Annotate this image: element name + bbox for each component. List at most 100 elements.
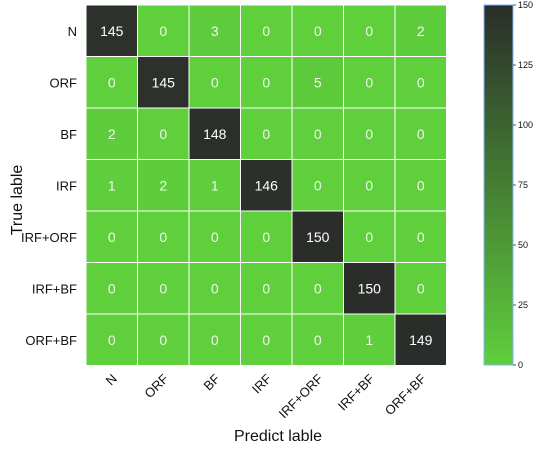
heatmap-cell — [240, 262, 293, 315]
x-tick-label: N — [103, 371, 120, 388]
x-tick-label: ORF+BF — [382, 371, 429, 418]
heatmap-cell — [394, 313, 447, 366]
x-axis-title: Predict lable — [234, 428, 322, 445]
heatmap-cell — [291, 262, 344, 315]
heatmap-cell — [394, 107, 447, 160]
y-tick-label: ORF+BF — [25, 333, 77, 348]
cell-value-label: 0 — [417, 126, 425, 142]
cell-value-label: 149 — [409, 332, 433, 348]
cell-value-label: 0 — [365, 177, 373, 193]
heatmap-cell — [137, 4, 190, 57]
y-tick-label: ORF — [50, 75, 78, 90]
cell-value-label: 0 — [159, 126, 167, 142]
cell-value-label: 145 — [100, 23, 124, 39]
heatmap-cell — [394, 262, 447, 315]
cell-value-label: 0 — [365, 74, 373, 90]
x-tick-label: BF — [201, 371, 223, 393]
colorbar-tick-label: 25 — [518, 300, 528, 310]
cell-value-label: 0 — [262, 74, 270, 90]
heatmap-cell — [343, 107, 396, 160]
colorbar-tick-label: 150 — [518, 0, 533, 10]
cell-value-label: 1 — [108, 177, 116, 193]
y-tick-label: IRF+BF — [32, 281, 77, 296]
x-tick-label: IRF+ORF — [276, 371, 326, 421]
heatmap-cell — [85, 159, 138, 212]
heatmap-cell — [137, 107, 190, 160]
cell-value-label: 0 — [365, 126, 373, 142]
cell-value-label: 0 — [211, 229, 219, 245]
x-tick-label: ORF — [141, 371, 171, 401]
cell-value-label: 0 — [262, 126, 270, 142]
cell-value-label: 0 — [159, 23, 167, 39]
colorbar-tick-label: 0 — [518, 360, 523, 370]
cell-value-label: 0 — [314, 280, 322, 296]
cell-value-label: 0 — [159, 280, 167, 296]
cell-value-label: 0 — [314, 23, 322, 39]
heatmap-cell — [137, 159, 190, 212]
colorbar: 0 25 50 75 100 125 150 — [483, 0, 533, 370]
cell-value-label: 0 — [262, 23, 270, 39]
heatmap-cell — [394, 159, 447, 212]
cell-value-label: 0 — [417, 280, 425, 296]
cell-value-label: 0 — [211, 74, 219, 90]
heatmap-cells: 145 0 3 0 0 0 2 0 145 0 0 5 0 0 2 0 148 0 0 0 0 1 2 1 146 0 0 0 0 0 0 0… — [85, 4, 447, 366]
heatmap-cell — [343, 313, 396, 366]
cell-value-label: 0 — [262, 280, 270, 296]
heatmap-cell — [291, 107, 344, 160]
cell-value-label: 145 — [152, 74, 176, 90]
heatmap-cell — [291, 56, 344, 109]
x-tick-labels: N ORF BF IRF IRF+ORF IRF+BF ORF+BF — [103, 371, 429, 421]
cell-value-label: 1 — [365, 332, 373, 348]
cell-value-label: 0 — [159, 332, 167, 348]
colorbar-tick-label: 50 — [518, 240, 528, 250]
cell-value-label: 2 — [159, 177, 167, 193]
y-tick-label: IRF — [56, 178, 77, 193]
cell-value-label: 0 — [108, 332, 116, 348]
heatmap-cell — [85, 262, 138, 315]
cell-value-label: 0 — [211, 280, 219, 296]
cell-value-label: 0 — [417, 74, 425, 90]
y-axis-title: True lable — [9, 165, 26, 236]
heatmap-cell — [188, 107, 241, 160]
cell-value-label: 0 — [417, 177, 425, 193]
heatmap-cell — [188, 313, 241, 366]
cell-value-label: 150 — [358, 280, 382, 296]
cell-value-label: 0 — [314, 177, 322, 193]
cell-value-label: 1 — [211, 177, 219, 193]
heatmap-cell — [394, 56, 447, 109]
heatmap-cell — [240, 313, 293, 366]
cell-value-label: 2 — [417, 23, 425, 39]
cell-value-label: 0 — [262, 332, 270, 348]
cell-value-label: 0 — [417, 229, 425, 245]
y-tick-label: BF — [60, 127, 77, 142]
cell-value-label: 0 — [365, 229, 373, 245]
cell-value-label: 3 — [211, 23, 219, 39]
y-tick-labels: N ORF BF IRF IRF+ORF IRF+BF ORF+BF — [21, 24, 77, 348]
heatmap-cell — [137, 262, 190, 315]
colorbar-gradient — [483, 4, 514, 366]
heatmap-cell — [291, 313, 344, 366]
x-tick-label: IRF+BF — [335, 371, 378, 414]
heatmap-cell — [343, 4, 396, 57]
cell-value-label: 0 — [314, 126, 322, 142]
heatmap-cell — [188, 56, 241, 109]
y-tick-label: N — [68, 24, 77, 39]
cell-value-label: 0 — [108, 229, 116, 245]
cell-value-label: 0 — [211, 332, 219, 348]
heatmap-cell — [343, 159, 396, 212]
cell-value-label: 0 — [108, 74, 116, 90]
heatmap-cell — [240, 107, 293, 160]
heatmap-cell — [85, 210, 138, 263]
cell-value-label: 0 — [314, 332, 322, 348]
cell-value-label: 5 — [314, 74, 322, 90]
cell-value-label: 146 — [255, 177, 279, 193]
x-tick-label: IRF — [249, 371, 274, 396]
cell-value-label: 148 — [203, 126, 227, 142]
cell-value-label: 0 — [262, 229, 270, 245]
heatmap-cell — [85, 313, 138, 366]
heatmap-cell — [85, 56, 138, 109]
cell-value-label: 0 — [108, 280, 116, 296]
cell-value-label: 2 — [108, 126, 116, 142]
cell-value-label: 150 — [306, 229, 330, 245]
cell-value-label: 0 — [365, 23, 373, 39]
